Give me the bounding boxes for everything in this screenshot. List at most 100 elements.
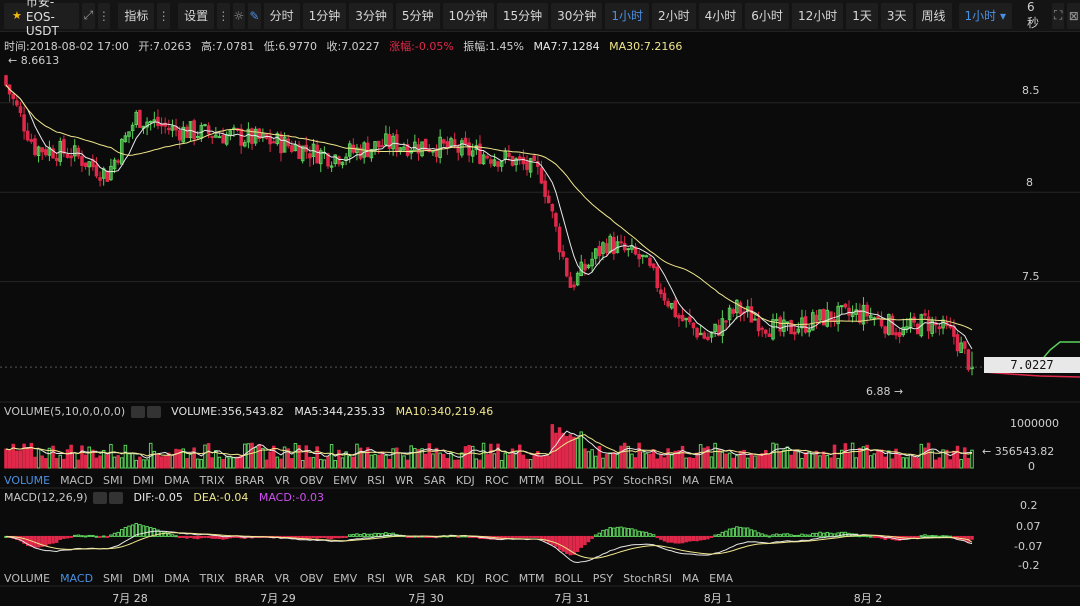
top-tab-rsi[interactable]: RSI (367, 474, 385, 487)
bottom-tab-dma[interactable]: DMA (163, 572, 190, 585)
interval-1[interactable]: 1分钟 (302, 2, 347, 29)
bottom-tab-brar[interactable]: BRAR (234, 572, 265, 585)
settings-icon[interactable] (93, 492, 108, 504)
volume-bar (138, 456, 142, 469)
candle-body (282, 136, 287, 153)
top-tab-roc[interactable]: ROC (484, 474, 509, 487)
bottom-tab-vr[interactable]: VR (274, 572, 290, 585)
interval-7[interactable]: 1小时 (605, 2, 650, 29)
bottom-tab-obv[interactable]: OBV (299, 572, 324, 585)
close-icon[interactable] (146, 406, 161, 418)
interval-8[interactable]: 2小时 (652, 2, 696, 29)
close-icon[interactable]: ⊠ (1067, 2, 1080, 29)
top-tab-dmi[interactable]: DMI (132, 474, 154, 487)
top-tab-ma[interactable]: MA (682, 474, 700, 487)
macd-histogram-bar (550, 535, 555, 545)
volume-bar (347, 455, 352, 469)
bottom-tab-macd[interactable]: MACD (60, 572, 94, 585)
top-tab-mtm[interactable]: MTM (518, 474, 545, 487)
interval-dropdown[interactable]: 1小时 ▾ (958, 2, 1012, 29)
candle-body (340, 161, 345, 166)
bottom-tab-roc[interactable]: ROC (484, 572, 509, 585)
volume-bar (358, 447, 363, 469)
top-tab-dma[interactable]: DMA (163, 474, 190, 487)
interval-6[interactable]: 30分钟 (551, 2, 603, 29)
fullscreen-icon[interactable]: ⛶ (1052, 2, 1065, 29)
top-tab-kdj[interactable]: KDJ (455, 474, 475, 487)
top-tab-wr[interactable]: WR (394, 474, 414, 487)
bottom-tab-rsi[interactable]: RSI (367, 572, 385, 585)
info-ma7: MA7:7.1284 (533, 40, 600, 53)
pair-selector[interactable]: ★ 币安-EOS-USDT (4, 0, 80, 38)
top-tab-volume[interactable]: VOLUME (4, 474, 51, 487)
bottom-tab-stochrsi[interactable]: StochRSI (623, 572, 673, 585)
price-tick-8: 8 (1026, 176, 1033, 189)
bottom-tab-boll[interactable]: BOLL (554, 572, 583, 585)
volume-bar (760, 453, 764, 469)
more-vertical-icon[interactable]: ⋮ (217, 2, 230, 29)
bottom-tab-trix[interactable]: TRIX (199, 572, 225, 585)
top-tab-stochrsi[interactable]: StochRSI (623, 474, 673, 487)
candle-body (358, 147, 363, 159)
top-tab-brar[interactable]: BRAR (234, 474, 265, 487)
draw-pen-icon[interactable]: ✎ (248, 2, 261, 29)
expand-icon[interactable]: ⤢ (82, 2, 95, 29)
top-tab-emv[interactable]: EMV (333, 474, 358, 487)
interval-13[interactable]: 3天 (880, 2, 913, 29)
bottom-tab-ema[interactable]: EMA (709, 572, 734, 585)
volume-bar (590, 449, 594, 469)
bottom-tab-sar[interactable]: SAR (423, 572, 446, 585)
bottom-tab-emv[interactable]: EMV (333, 572, 358, 585)
macd-histogram-bar (51, 535, 55, 544)
interval-11[interactable]: 12小时 (791, 2, 844, 29)
macd-histogram-bar (767, 535, 772, 538)
volume-bar (58, 454, 63, 469)
top-tab-smi[interactable]: SMI (103, 474, 123, 487)
candle-body (369, 148, 374, 159)
top-tab-macd[interactable]: MACD (60, 474, 94, 487)
settings-button[interactable]: 设置 (178, 2, 215, 29)
candle-body (970, 366, 974, 370)
top-tab-obv[interactable]: OBV (299, 474, 324, 487)
settings-icon[interactable] (130, 406, 145, 418)
star-icon[interactable]: ★ (12, 9, 22, 22)
interval-14[interactable]: 周线 (915, 2, 952, 29)
bottom-tab-mtm[interactable]: MTM (518, 572, 545, 585)
top-tab-sar[interactable]: SAR (423, 474, 446, 487)
top-tab-ema[interactable]: EMA (709, 474, 734, 487)
top-tab-vr[interactable]: VR (274, 474, 290, 487)
more-vertical-icon[interactable]: ⋮ (157, 2, 170, 29)
interval-3[interactable]: 5分钟 (395, 2, 440, 29)
bottom-tab-dmi[interactable]: DMI (132, 572, 154, 585)
candle-body (51, 148, 55, 159)
bottom-tab-wr[interactable]: WR (394, 572, 414, 585)
interval-5[interactable]: 15分钟 (496, 2, 549, 29)
more-vertical-icon[interactable]: ⋮ (97, 2, 111, 29)
interval-12[interactable]: 1天 (846, 2, 878, 29)
macd-tick-1: 0.07 (1016, 520, 1041, 533)
bottom-tab-psy[interactable]: PSY (592, 572, 614, 585)
bottom-tab-smi[interactable]: SMI (103, 572, 123, 585)
macd-histogram-bar (337, 535, 341, 539)
volume-bar (941, 449, 945, 469)
volume-bar (29, 442, 34, 469)
close-icon[interactable] (109, 492, 124, 504)
theme-sun-icon[interactable]: ☼ (232, 2, 246, 29)
volume-bar (680, 445, 685, 469)
candle-body (680, 314, 685, 322)
interval-2[interactable]: 3分钟 (349, 2, 393, 29)
indicator-button[interactable]: 指标 (118, 2, 155, 29)
top-tab-boll[interactable]: BOLL (554, 474, 583, 487)
volume-bar (319, 458, 323, 469)
interval-10[interactable]: 6小时 (745, 2, 789, 29)
interval-0[interactable]: 分时 (263, 2, 300, 29)
interval-4[interactable]: 10分钟 (442, 2, 494, 29)
top-tab-psy[interactable]: PSY (592, 474, 614, 487)
bottom-tab-kdj[interactable]: KDJ (455, 572, 475, 585)
bottom-tab-volume[interactable]: VOLUME (4, 572, 51, 585)
candle-body (792, 331, 797, 335)
top-tab-trix[interactable]: TRIX (199, 474, 225, 487)
bottom-tab-ma[interactable]: MA (682, 572, 700, 585)
interval-9[interactable]: 4小时 (698, 2, 743, 29)
